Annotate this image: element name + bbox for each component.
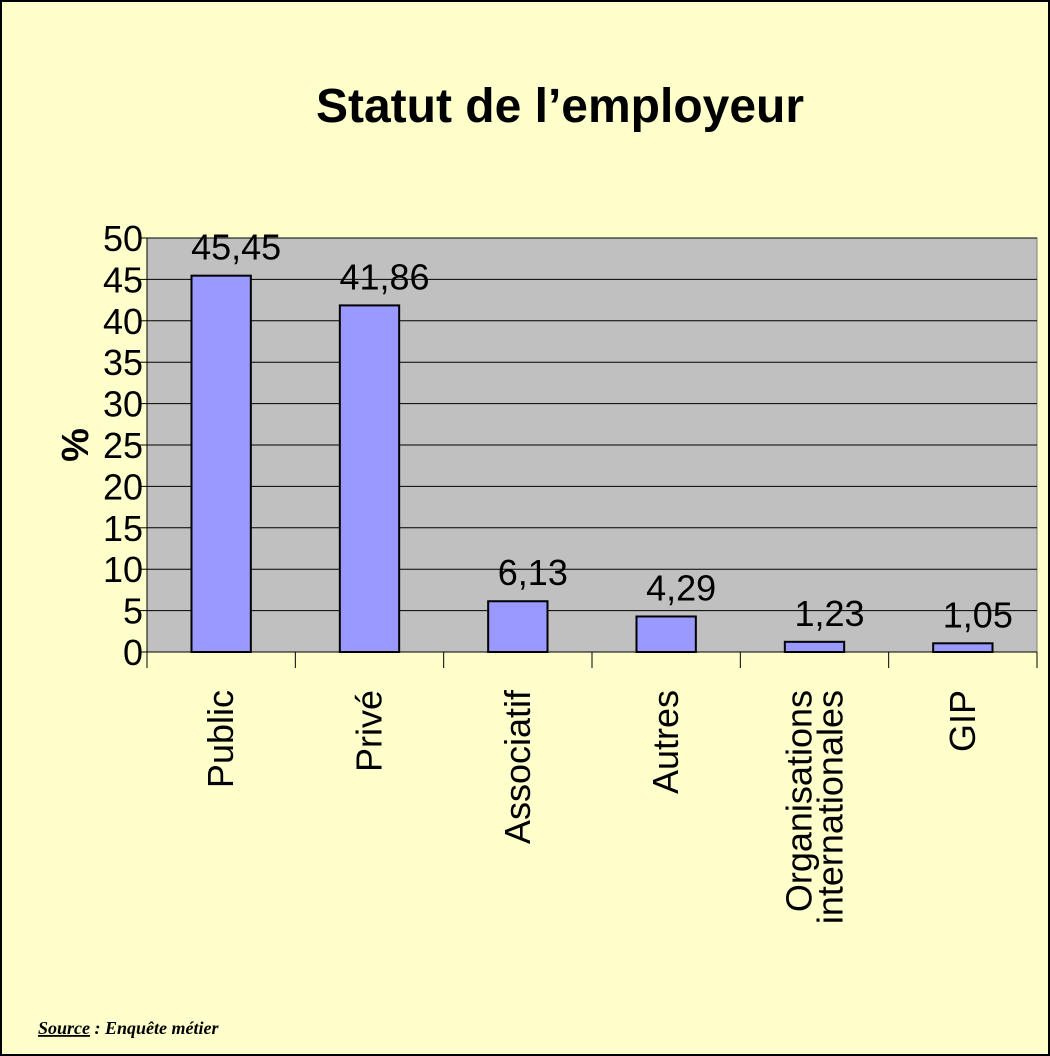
x-tick-label: Privé — [349, 690, 390, 772]
chart-title: Statut de l’employeur — [316, 80, 804, 133]
y-tick-label: 5 — [123, 591, 143, 632]
x-tick-label: Autres — [645, 690, 686, 794]
y-tick-label: 50 — [103, 218, 143, 259]
bar — [190, 274, 252, 653]
x-tick-label: GIP — [942, 690, 983, 752]
y-axis-label: % — [55, 428, 97, 462]
data-label: 4,29 — [646, 567, 716, 608]
bar — [338, 304, 401, 653]
source-label: Source — [38, 1018, 90, 1038]
y-tick-label: 20 — [103, 466, 143, 507]
y-tick-label: 30 — [103, 384, 143, 425]
data-label: 1,23 — [794, 593, 864, 634]
data-label: 1,05 — [943, 594, 1013, 635]
source-text: : Enquête métier — [90, 1018, 219, 1038]
data-label: 45,45 — [191, 227, 281, 268]
x-tick-label-line: Organisations — [779, 690, 820, 912]
y-tick-label: 40 — [103, 301, 143, 342]
y-tick-label: 0 — [123, 632, 143, 673]
y-tick-label: 15 — [103, 508, 143, 549]
y-tick-label: 10 — [103, 549, 143, 590]
bar — [783, 640, 846, 654]
data-label: 6,13 — [498, 552, 568, 593]
x-tick-label-line: internationales — [810, 690, 851, 924]
bar — [487, 600, 549, 653]
y-tick-label: 25 — [103, 425, 143, 466]
x-tick-label: Associatif — [497, 689, 538, 844]
y-tick-label: 35 — [103, 342, 143, 383]
x-tick-label: Organisationsinternationales — [779, 690, 851, 924]
bar — [635, 615, 697, 654]
source: Source : Enquête métier — [38, 1018, 219, 1038]
y-tick-label: 45 — [103, 259, 143, 300]
x-tick-label: Public — [200, 690, 241, 788]
bar — [932, 642, 994, 654]
data-label: 41,86 — [339, 256, 429, 297]
